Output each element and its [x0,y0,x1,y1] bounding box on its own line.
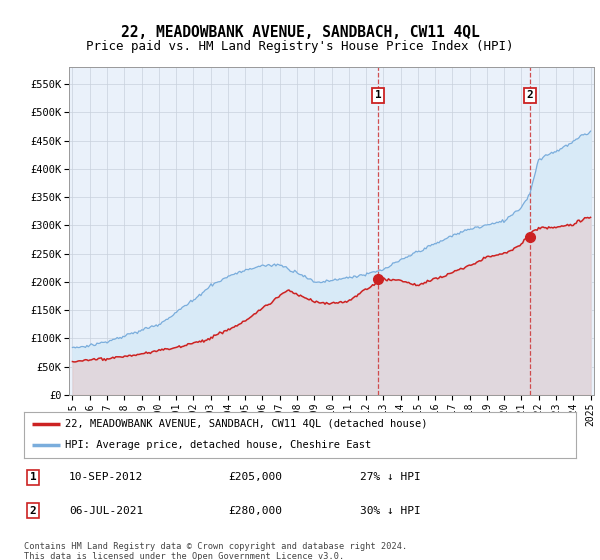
Text: 1: 1 [374,91,382,100]
Text: 2: 2 [527,91,533,100]
Text: 22, MEADOWBANK AVENUE, SANDBACH, CW11 4QL (detached house): 22, MEADOWBANK AVENUE, SANDBACH, CW11 4Q… [65,419,428,429]
Text: 10-SEP-2012: 10-SEP-2012 [69,472,143,482]
Text: 2: 2 [29,506,37,516]
Text: 27% ↓ HPI: 27% ↓ HPI [360,472,421,482]
Text: HPI: Average price, detached house, Cheshire East: HPI: Average price, detached house, Ches… [65,440,371,450]
Text: Contains HM Land Registry data © Crown copyright and database right 2024.
This d: Contains HM Land Registry data © Crown c… [24,542,407,560]
Text: 06-JUL-2021: 06-JUL-2021 [69,506,143,516]
Text: £280,000: £280,000 [228,506,282,516]
Text: 1: 1 [29,472,37,482]
Text: £205,000: £205,000 [228,472,282,482]
Text: 22, MEADOWBANK AVENUE, SANDBACH, CW11 4QL: 22, MEADOWBANK AVENUE, SANDBACH, CW11 4Q… [121,25,479,40]
Text: Price paid vs. HM Land Registry's House Price Index (HPI): Price paid vs. HM Land Registry's House … [86,40,514,53]
Text: 30% ↓ HPI: 30% ↓ HPI [360,506,421,516]
